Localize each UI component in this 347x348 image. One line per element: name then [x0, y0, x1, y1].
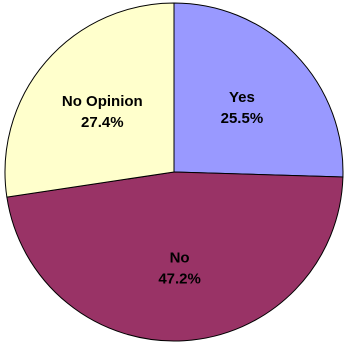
pie-labels: Yes 25.5% No 47.2% No Opinion 27.4%	[62, 89, 263, 287]
slice-label-no: No	[170, 250, 190, 267]
pie-slice-yes	[173, 2, 344, 178]
slice-value-label-no: 47.2%	[158, 271, 201, 288]
slice-label-no-opinion: No Opinion	[62, 93, 143, 110]
pie-slice-no	[6, 171, 344, 342]
pie-slices	[4, 2, 344, 342]
slice-value-label-no-opinion: 27.4%	[81, 114, 124, 131]
pie-slice-no-opinion	[4, 2, 175, 198]
slice-label-yes: Yes	[229, 89, 255, 106]
slice-value-label-yes: 25.5%	[221, 110, 264, 127]
